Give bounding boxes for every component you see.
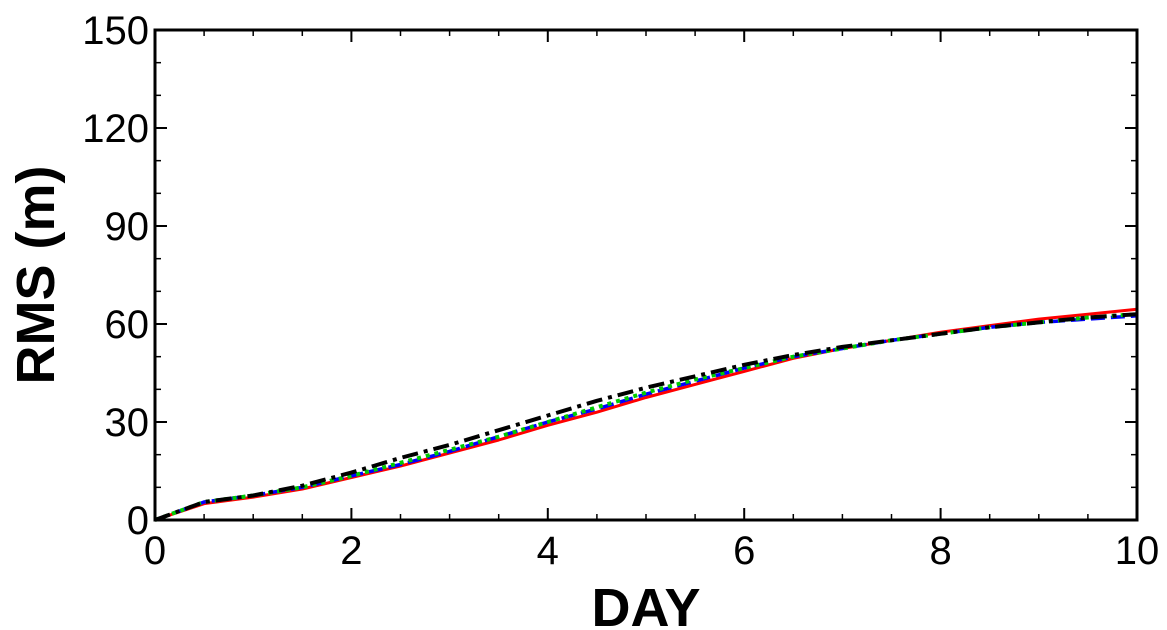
x-tick-label: 2 <box>340 529 362 573</box>
x-tick-label: 4 <box>537 529 559 573</box>
series-layer <box>154 307 1138 522</box>
y-tick-label: 90 <box>105 205 150 249</box>
y-tick-label: 0 <box>127 499 149 543</box>
x-tick-label: 10 <box>1115 529 1160 573</box>
x-tick-label: 6 <box>733 529 755 573</box>
x-axis-title: DAY <box>591 578 700 630</box>
plot-frame <box>153 28 1139 522</box>
x-tick-label: 0 <box>144 529 166 573</box>
y-tick-label: 60 <box>105 303 150 347</box>
y-tick-label: 150 <box>82 9 149 53</box>
x-tick-label: 8 <box>929 529 951 573</box>
ticks-layer: 0 2 4 6 8 10 0 30 60 90 120 150 <box>82 9 1159 573</box>
y-tick-label: 120 <box>82 107 149 151</box>
y-tick-label: 30 <box>105 401 150 445</box>
series-line-4-dashdot <box>154 312 1138 522</box>
y-axis-title: RMS (m) <box>6 166 66 385</box>
